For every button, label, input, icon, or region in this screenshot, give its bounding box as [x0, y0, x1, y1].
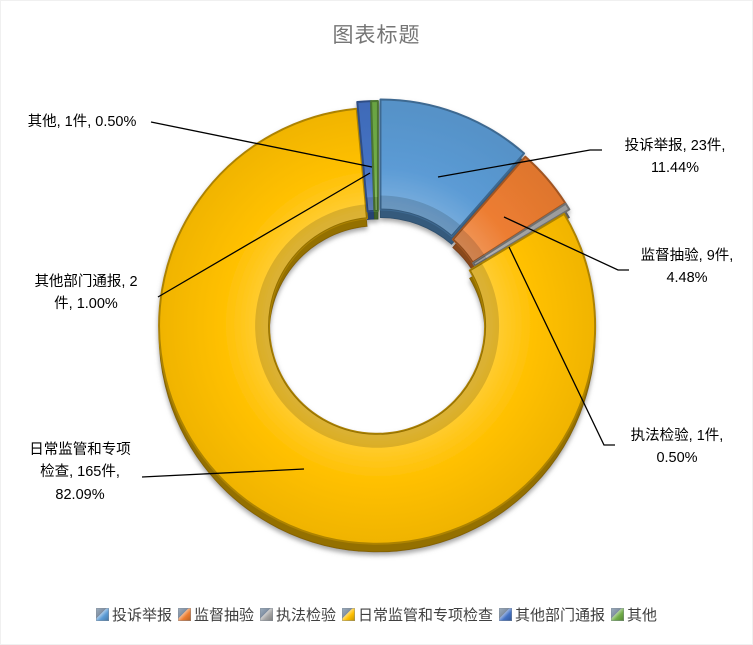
- leader-line-sampling: [503, 216, 629, 271]
- data-label-other: 其他, 1件, 0.50%: [27, 114, 137, 130]
- legend-marker-icon: [95, 607, 109, 621]
- legend-label: 监督抽验: [193, 606, 254, 624]
- pie-slice-inner-bevel: [366, 197, 375, 212]
- legend-marker-icon: [177, 607, 191, 621]
- legend: 投诉举报 监督抽验 执法检验 日常监管和专项检查 其他部门通报 其他: [1, 599, 752, 629]
- legend-marker-icon: [611, 607, 625, 621]
- data-label-complaints: 投诉举报, 23件, 11.44%: [624, 138, 726, 177]
- data-label-sampling: 监督抽验, 9件, 4.48%: [640, 248, 734, 287]
- leader-line-dept-report: [157, 172, 371, 298]
- legend-label: 其他: [627, 606, 658, 624]
- legend-label: 其他部门通报: [515, 606, 606, 624]
- legend-label: 日常监管和专项检查: [358, 606, 494, 624]
- legend-item-1[interactable]: 监督抽验: [177, 604, 254, 625]
- data-label-dept-report: 其他部门通报, 2 件, 1.00%: [34, 274, 138, 313]
- pie-slice-inner-bevel: [380, 195, 461, 237]
- legend-item-5[interactable]: 其他: [611, 604, 657, 625]
- data-label-daily: 日常监管和专项 检查, 165件, 82.09%: [29, 442, 131, 503]
- chart-title: 图表标题: [332, 24, 421, 47]
- legend-label: 执法检验: [275, 606, 336, 624]
- pie-slice-inner-bevel: [374, 197, 378, 212]
- pie-slice-daily[interactable]: [158, 107, 597, 545]
- leader-line-complaints: [437, 149, 602, 178]
- legend-item-3[interactable]: 日常监管和专项检查: [342, 604, 493, 625]
- leader-line-other: [150, 121, 373, 168]
- legend-marker-icon: [499, 607, 513, 621]
- legend-item-4[interactable]: 其他部门通报: [499, 604, 605, 625]
- legend-label: 投诉举报: [111, 606, 172, 624]
- legend-item-0[interactable]: 投诉举报: [95, 604, 172, 625]
- pie-slice-inner-bevel: [473, 255, 487, 266]
- data-label-inspection: 执法检验, 1件, 0.50%: [630, 428, 724, 467]
- pie-slice-inner-bevel: [452, 228, 485, 263]
- legend-marker-icon: [342, 607, 355, 621]
- leader-line-daily: [141, 468, 305, 478]
- leader-line-inspection: [508, 246, 615, 446]
- legend-marker-icon: [259, 607, 273, 621]
- legend-item-2[interactable]: 执法检验: [259, 604, 336, 625]
